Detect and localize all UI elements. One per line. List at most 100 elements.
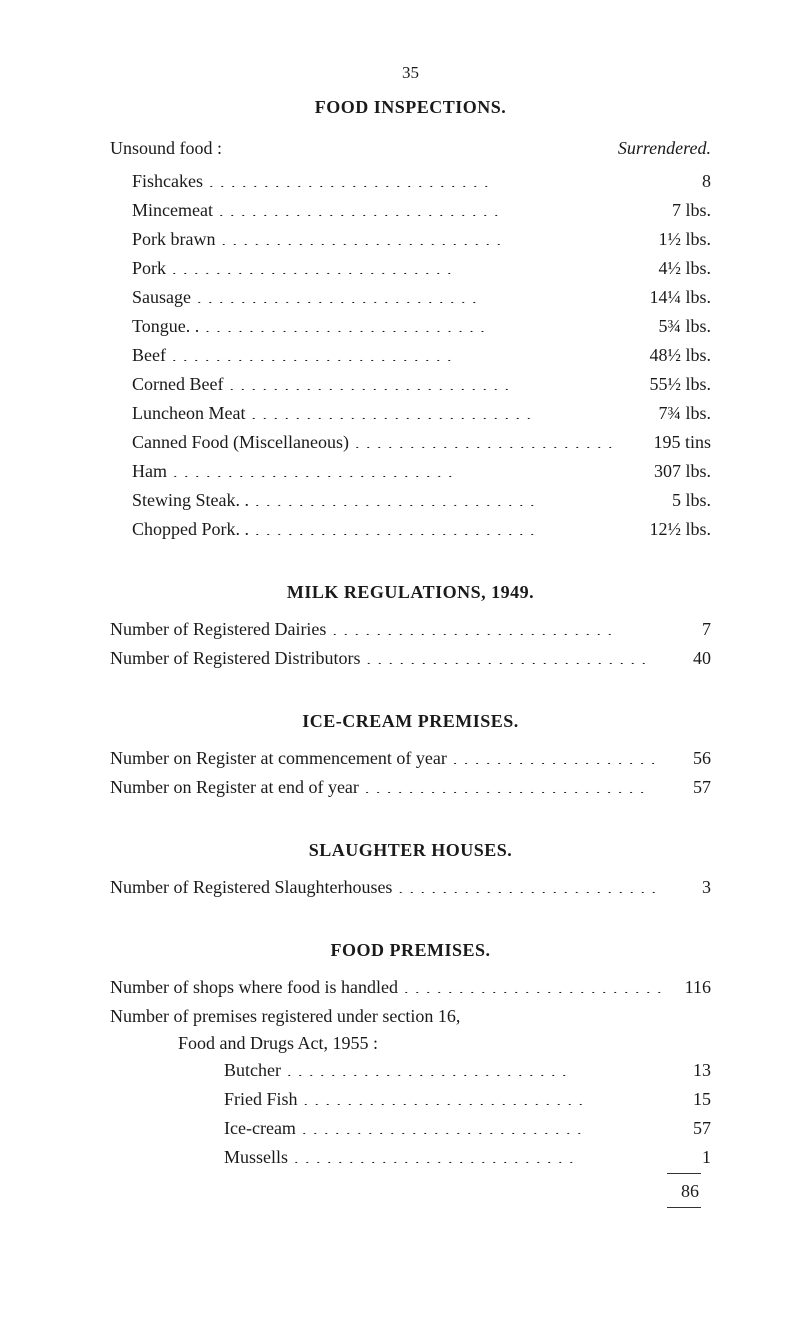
dot-leader — [288, 1145, 661, 1163]
dot-leader — [199, 314, 616, 332]
dot-leader — [359, 775, 661, 793]
label: Number of Registered Dairies — [110, 616, 326, 643]
dot-leader — [223, 372, 616, 390]
label: Luncheon Meat — [110, 400, 245, 427]
premises-registered-line1: Number of premises registered under sect… — [110, 1003, 711, 1030]
dot-leader — [360, 646, 661, 664]
row-luncheon-meat: Luncheon Meat 7¾ lbs. — [110, 400, 711, 427]
dot-leader — [249, 488, 616, 506]
total-rule-top — [667, 1173, 701, 1174]
label: Sausage — [110, 284, 191, 311]
value: 8 — [616, 168, 711, 195]
row-shops-food: Number of shops where food is handled 11… — [110, 974, 711, 1001]
row-chopped-pork: Chopped Pork. . 12½ lbs. — [110, 516, 711, 543]
label: Pork brawn — [110, 226, 216, 253]
label: Corned Beef — [110, 371, 223, 398]
row-ham: Ham 307 lbs. — [110, 458, 711, 485]
section-title-food-inspections: FOOD INSPECTIONS. — [110, 94, 711, 121]
label: Number of Registered Distributors — [110, 645, 360, 672]
dot-leader — [249, 517, 616, 535]
dot-leader — [298, 1087, 661, 1105]
dot-leader — [166, 256, 616, 274]
value: 7 lbs. — [616, 197, 711, 224]
value: 57 — [661, 1115, 711, 1142]
row-corned-beef: Corned Beef 55½ lbs. — [110, 371, 711, 398]
unsound-food-label: Unsound food : — [110, 135, 222, 166]
dot-leader — [213, 198, 616, 216]
label: Mincemeat — [110, 197, 213, 224]
row-fishcakes: Fishcakes 8 — [110, 168, 711, 195]
value: 48½ lbs. — [616, 342, 711, 369]
row-mussells: Mussells 1 — [110, 1144, 711, 1171]
value: 57 — [661, 774, 711, 801]
row-dairies: Number of Registered Dairies 7 — [110, 616, 711, 643]
dot-leader — [191, 285, 616, 303]
dot-leader — [296, 1116, 661, 1134]
dot-leader — [167, 459, 616, 477]
row-fried-fish: Fried Fish 15 — [110, 1086, 711, 1113]
label: Beef — [110, 342, 166, 369]
row-slaughterhouses: Number of Registered Slaughterhouses 3 — [110, 874, 711, 901]
value: 3 — [661, 874, 711, 901]
dot-leader — [245, 401, 616, 419]
row-ic-commence: Number on Register at commencement of ye… — [110, 745, 711, 772]
label: Number of shops where food is handled — [110, 974, 398, 1001]
row-pork-brawn: Pork brawn 1½ lbs. — [110, 226, 711, 253]
value: 56 — [661, 745, 711, 772]
value: 13 — [661, 1057, 711, 1084]
label: Number of Registered Slaughterhouses — [110, 874, 392, 901]
label: Canned Food (Miscellaneous) — [110, 429, 349, 456]
row-beef: Beef 48½ lbs. — [110, 342, 711, 369]
value: 7 — [661, 616, 711, 643]
total-value: 86 — [110, 1178, 711, 1205]
section-title-slaughter: SLAUGHTER HOUSES. — [110, 837, 711, 864]
dot-leader — [281, 1058, 661, 1076]
value: 195 tins — [616, 429, 711, 456]
row-ic-end: Number on Register at end of year 57 — [110, 774, 711, 801]
section-title-food-premises: FOOD PREMISES. — [110, 937, 711, 964]
premises-registered-line2: Food and Drugs Act, 1955 : — [110, 1030, 711, 1057]
row-tongue: Tongue. . 5¾ lbs. — [110, 313, 711, 340]
row-butcher: Butcher 13 — [110, 1057, 711, 1084]
value: 116 — [661, 974, 711, 1001]
row-stewing-steak: Stewing Steak. . 5 lbs. — [110, 487, 711, 514]
total-rule-bottom — [667, 1207, 701, 1208]
label: Ice-cream — [110, 1115, 296, 1142]
section-title-milk: MILK REGULATIONS, 1949. — [110, 579, 711, 606]
row-distributors: Number of Registered Distributors 40 — [110, 645, 711, 672]
label: Number on Register at commencement of ye… — [110, 745, 447, 772]
dot-leader — [203, 169, 616, 187]
value: 5¾ lbs. — [616, 313, 711, 340]
dot-leader — [447, 746, 661, 764]
value: 40 — [661, 645, 711, 672]
label: Stewing Steak. . — [110, 487, 249, 514]
dot-leader — [392, 875, 661, 893]
section-title-icecream: ICE-CREAM PREMISES. — [110, 708, 711, 735]
value: 4½ lbs. — [616, 255, 711, 282]
value: 12½ lbs. — [616, 516, 711, 543]
label: Tongue. . — [110, 313, 199, 340]
value: 1 — [661, 1144, 711, 1171]
value: 14¼ lbs. — [616, 284, 711, 311]
row-mincemeat: Mincemeat 7 lbs. — [110, 197, 711, 224]
value: 1½ lbs. — [616, 226, 711, 253]
label: Mussells — [110, 1144, 288, 1171]
label: Fishcakes — [110, 168, 203, 195]
row-ice-cream-shop: Ice-cream 57 — [110, 1115, 711, 1142]
dot-leader — [349, 430, 616, 448]
page-number: 35 — [110, 60, 711, 86]
value: 307 lbs. — [616, 458, 711, 485]
label: Number on Register at end of year — [110, 774, 359, 801]
dot-leader — [216, 227, 617, 245]
row-pork: Pork 4½ lbs. — [110, 255, 711, 282]
row-sausage: Sausage 14¼ lbs. — [110, 284, 711, 311]
row-canned-food: Canned Food (Miscellaneous) 195 tins — [110, 429, 711, 456]
value: 7¾ lbs. — [616, 400, 711, 427]
label: Butcher — [110, 1057, 281, 1084]
dot-leader — [166, 343, 616, 361]
dot-leader — [398, 975, 661, 993]
label: Pork — [110, 255, 166, 282]
value: 55½ lbs. — [616, 371, 711, 398]
value: 15 — [661, 1086, 711, 1113]
dot-leader — [326, 617, 661, 635]
